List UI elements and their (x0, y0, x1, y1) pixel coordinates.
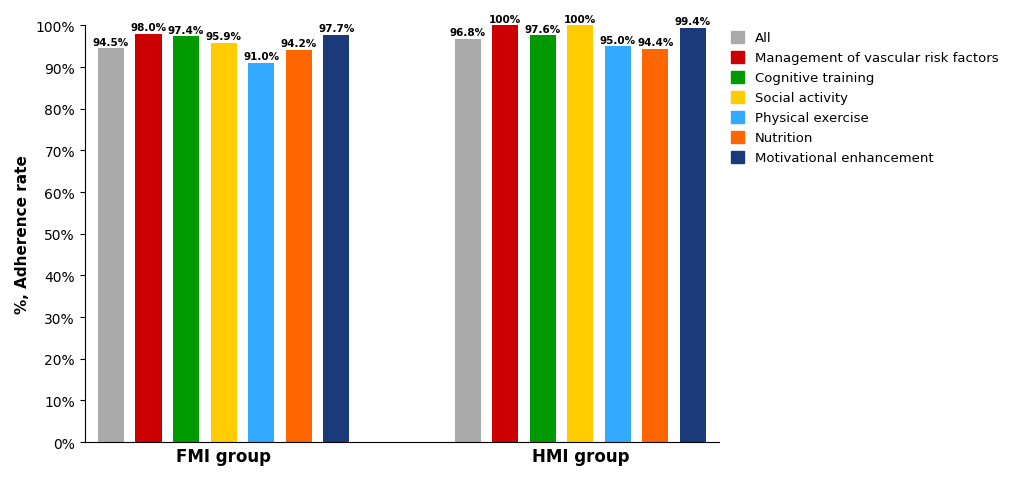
Text: 94.5%: 94.5% (93, 37, 129, 48)
Bar (285, 50, 312, 442)
Text: 96.8%: 96.8% (449, 28, 485, 38)
Text: 97.4%: 97.4% (168, 25, 204, 36)
Text: 98.0%: 98.0% (130, 23, 166, 33)
Legend: All, Management of vascular risk factors, Cognitive training, Social activity, P: All, Management of vascular risk factors… (725, 26, 1003, 170)
Text: 94.4%: 94.4% (637, 38, 673, 48)
Text: 100%: 100% (564, 15, 596, 25)
Bar (491, 26, 518, 442)
Bar (567, 26, 593, 442)
Bar (454, 40, 480, 442)
Bar (173, 37, 199, 442)
Bar (248, 64, 274, 442)
Text: 99.4%: 99.4% (675, 17, 710, 27)
Text: 94.2%: 94.2% (280, 39, 317, 49)
Bar (604, 47, 631, 442)
Bar (210, 44, 236, 442)
Text: 97.7%: 97.7% (318, 24, 355, 35)
Bar (679, 29, 705, 442)
Text: 97.6%: 97.6% (524, 25, 560, 35)
Text: 95.0%: 95.0% (599, 36, 635, 46)
Text: 95.9%: 95.9% (206, 32, 242, 42)
Y-axis label: %, Adherence rate: %, Adherence rate (15, 155, 30, 313)
Text: 100%: 100% (488, 15, 521, 25)
Bar (136, 35, 162, 442)
Bar (642, 50, 667, 442)
Bar (529, 36, 555, 442)
Bar (98, 49, 124, 442)
Bar (323, 36, 350, 442)
Text: 91.0%: 91.0% (243, 52, 279, 62)
